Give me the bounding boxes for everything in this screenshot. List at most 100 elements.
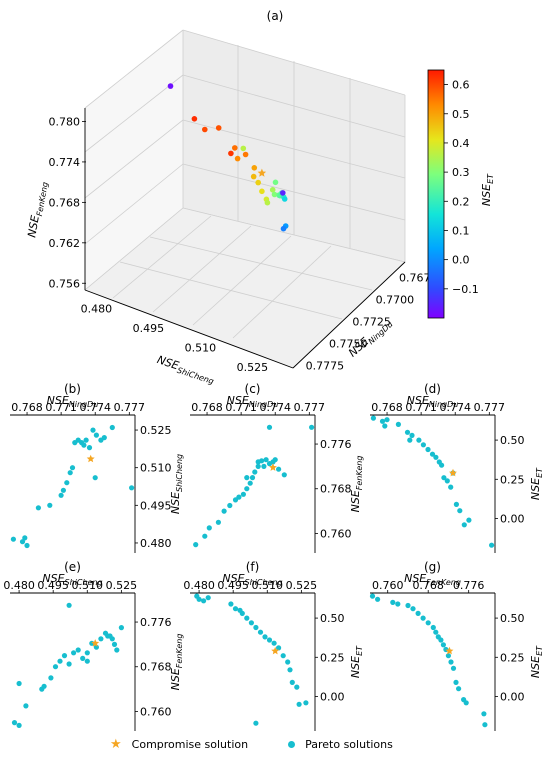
point-3d: [215, 125, 222, 131]
pareto-point: [107, 633, 113, 639]
y-tick-label: 0.776: [320, 438, 352, 451]
x-tick-label: 0.525: [106, 579, 138, 592]
pareto-point: [111, 641, 118, 648]
y-tick-label: 0.525: [140, 424, 172, 437]
panel-label-a: (a): [267, 9, 284, 23]
compromise-star: [91, 639, 100, 647]
pareto-point: [390, 599, 396, 606]
pareto-point: [93, 644, 99, 650]
pareto-point: [438, 637, 444, 643]
pareto-point: [309, 424, 315, 430]
pareto-point: [416, 437, 422, 443]
pareto-point: [84, 650, 90, 656]
y-tick-label: 0.768: [140, 661, 172, 674]
panel-a-axes: [84, 108, 406, 369]
x-tick-label: 0.771: [405, 401, 437, 414]
compromise-star: [86, 454, 95, 463]
z-tick-label: 0.762: [49, 237, 81, 250]
pareto-point: [61, 653, 68, 659]
panel-a-x-ticks: 0.480 0.495 0.510 0.525: [81, 303, 269, 375]
panel-a-x-label: NSEShiCheng: [155, 353, 217, 386]
legend: ★ Compromise solution Pareto solutions: [110, 737, 393, 752]
pareto-point: [16, 680, 22, 687]
point-3d: [259, 188, 265, 195]
star-icon: ★: [110, 737, 122, 752]
panel-f-ylabel: NSEET: [349, 645, 364, 678]
pareto-point: [395, 421, 401, 427]
pareto-point: [90, 427, 96, 433]
y-tick-label: 0.25: [500, 651, 525, 664]
pareto-point: [24, 542, 30, 549]
pareto-point: [271, 640, 277, 646]
x-tick-label: 0.480: [81, 303, 113, 316]
pareto-point: [227, 502, 233, 509]
compromise-star: [445, 646, 454, 655]
compromise-star-3d: [257, 168, 267, 177]
pareto-point: [420, 615, 426, 621]
point-3d: [234, 155, 241, 162]
panel-label-c: (c): [245, 382, 261, 396]
pareto-point: [248, 620, 254, 626]
compromise-star: [271, 646, 280, 655]
pareto-point: [240, 491, 246, 497]
x-tick-label: 0.777: [114, 401, 146, 414]
point-3d: [167, 83, 174, 89]
pareto-point: [445, 653, 451, 659]
compromise-star: [269, 463, 277, 471]
pareto-point: [272, 457, 278, 463]
pareto-point: [19, 539, 26, 545]
pareto-point: [382, 423, 388, 429]
pareto-point: [64, 480, 70, 486]
pareto-point: [425, 446, 431, 453]
pareto-point: [228, 601, 234, 607]
point-3d: [269, 187, 276, 193]
pareto-point: [294, 684, 300, 690]
pareto-point: [83, 437, 89, 443]
pareto-point: [215, 519, 221, 525]
pareto-point: [433, 454, 439, 460]
point-3d: [255, 179, 261, 186]
pareto-point: [481, 711, 487, 717]
pareto-point: [244, 486, 250, 492]
pareto-point: [41, 683, 47, 689]
pareto-point: [23, 703, 29, 709]
panel-d-ylabel: NSEET: [529, 467, 544, 500]
pareto-point: [249, 475, 256, 481]
y-tick-label: 0.00: [500, 513, 525, 526]
pareto-point: [129, 485, 135, 491]
pareto-point: [405, 602, 411, 609]
point-3d: [272, 179, 279, 186]
point-3d: [250, 173, 257, 180]
x-tick-label: 0.776: [453, 579, 485, 592]
pareto-point: [369, 593, 376, 599]
pareto-point: [193, 542, 199, 548]
pareto-point: [237, 607, 243, 613]
y-tick-label: 0.50: [320, 612, 345, 625]
point-3d: [240, 145, 247, 152]
pareto-point: [276, 645, 282, 651]
x-tick-label: 0.771: [45, 401, 77, 414]
pareto-point: [287, 667, 293, 673]
y-tick-label: 0.7700: [376, 293, 415, 306]
pareto-point: [196, 596, 202, 602]
pareto-point: [448, 484, 454, 490]
pareto-point: [276, 466, 282, 472]
panel-g-ylabel: NSEET: [529, 645, 544, 678]
pareto-point: [457, 508, 463, 514]
pareto-point: [263, 457, 269, 463]
x-tick-label: 0.495: [217, 579, 249, 592]
point-3d: [232, 145, 238, 151]
x-tick-label: 0.777: [474, 401, 506, 414]
pareto-point: [114, 647, 120, 653]
x-tick-label: 0.510: [185, 342, 217, 355]
pareto-point: [262, 634, 268, 640]
pareto-point: [221, 508, 227, 514]
pareto-point: [252, 469, 258, 475]
point-3d: [202, 126, 208, 133]
pareto-point: [425, 620, 431, 626]
pareto-point: [384, 417, 390, 423]
x-tick-label: 0.495: [133, 322, 165, 335]
pareto-point: [441, 475, 447, 481]
y-tick-label: 0.7725: [352, 315, 391, 328]
